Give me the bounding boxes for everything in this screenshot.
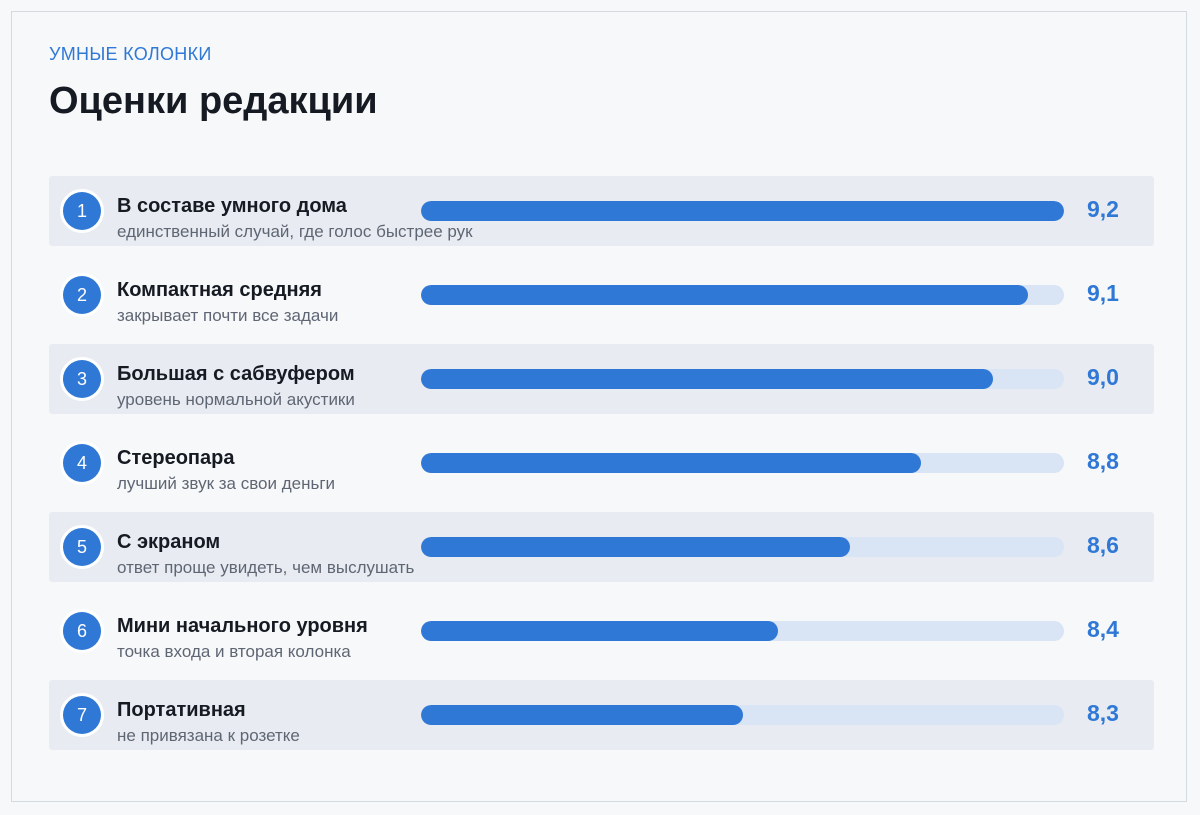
score-label: 9,0 <box>1087 364 1119 390</box>
bar-fill <box>421 285 1028 305</box>
category-label: Большая с сабвуфером <box>117 363 355 385</box>
bar-fill <box>421 537 850 557</box>
score-label: 8,3 <box>1087 700 1119 726</box>
category-sublabel: ответ проще увидеть, чем выслушать <box>117 558 415 577</box>
ratings-card: УМНЫЕ КОЛОНКИ Оценки редакции 1 В состав… <box>11 11 1187 802</box>
score-label: 8,4 <box>1087 616 1119 642</box>
category-sublabel: лучший звук за свои деньги <box>117 474 336 493</box>
bar-track <box>421 285 1064 305</box>
rank-badge: 5 <box>63 528 101 566</box>
section-kicker: УМНЫЕ КОЛОНКИ <box>49 44 212 64</box>
score-label: 9,2 <box>1087 196 1119 222</box>
bar-track <box>421 705 1064 725</box>
category-label: В составе умного дома <box>117 195 347 217</box>
bar-fill <box>421 453 921 473</box>
category-label: Портативная <box>117 699 246 721</box>
category-sublabel: не привязана к розетке <box>117 726 300 745</box>
rating-row: 6 Мини начального уровня точка входа и в… <box>49 596 1154 666</box>
rank-badge: 2 <box>63 276 101 314</box>
category-sublabel: закрывает почти все задачи <box>117 306 339 325</box>
score-label: 9,1 <box>1087 280 1119 306</box>
bar-track <box>421 369 1064 389</box>
bar-track <box>421 621 1064 641</box>
ratings-list: 1 В составе умного дома единственный слу… <box>49 176 1154 764</box>
bar-fill <box>421 369 993 389</box>
category-label: Мини начального уровня <box>117 615 368 637</box>
rating-row: 7 Портативная не привязана к розетке 8,3 <box>49 680 1154 750</box>
rating-row: 3 Большая с сабвуфером уровень нормально… <box>49 344 1154 414</box>
rank-badge: 3 <box>63 360 101 398</box>
category-label: Стереопара <box>117 447 235 469</box>
rank-badge: 6 <box>63 612 101 650</box>
bar-fill <box>421 201 1064 221</box>
bar-fill <box>421 705 743 725</box>
rating-row: 5 С экраном ответ проще увидеть, чем выс… <box>49 512 1154 582</box>
bar-track <box>421 201 1064 221</box>
bar-fill <box>421 621 778 641</box>
bar-track <box>421 453 1064 473</box>
bar-track <box>421 537 1064 557</box>
rank-badge: 7 <box>63 696 101 734</box>
category-sublabel: уровень нормальной акустики <box>117 390 355 409</box>
category-sublabel: единственный случай, где голос быстрее р… <box>117 222 473 241</box>
category-label: Компактная средняя <box>117 279 322 301</box>
rank-badge: 4 <box>63 444 101 482</box>
category-sublabel: точка входа и вторая колонка <box>117 642 351 661</box>
rating-row: 2 Компактная средняя закрывает почти все… <box>49 260 1154 330</box>
page-title: Оценки редакции <box>49 80 378 122</box>
score-label: 8,8 <box>1087 448 1119 474</box>
category-label: С экраном <box>117 531 221 553</box>
rating-row: 1 В составе умного дома единственный слу… <box>49 176 1154 246</box>
rank-badge: 1 <box>63 192 101 230</box>
score-label: 8,6 <box>1087 532 1119 558</box>
rating-row: 4 Стереопара лучший звук за свои деньги … <box>49 428 1154 498</box>
